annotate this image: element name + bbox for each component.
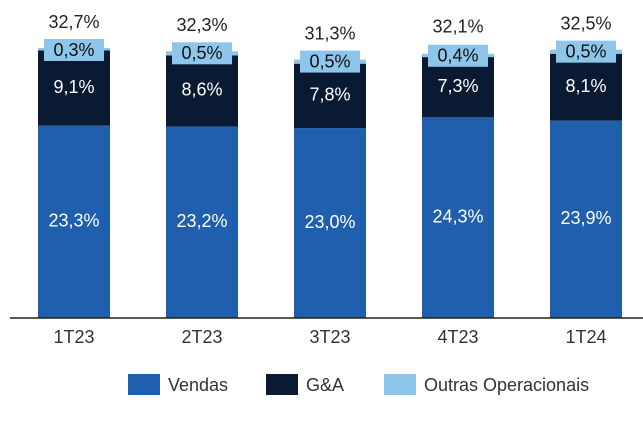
x-tick-label: 1T23 bbox=[53, 327, 94, 347]
bar-segment bbox=[294, 128, 366, 318]
x-tick-label: 4T23 bbox=[437, 327, 478, 347]
bar-segment bbox=[166, 55, 238, 127]
total-label: 32,1% bbox=[432, 17, 483, 37]
legend-label: G&A bbox=[306, 375, 344, 395]
x-tick-label: 1T24 bbox=[565, 327, 606, 347]
legend-swatch bbox=[384, 374, 416, 395]
x-tick-label: 3T23 bbox=[309, 327, 350, 347]
bar-segment bbox=[422, 117, 494, 319]
data-label: 8,1% bbox=[565, 76, 606, 96]
data-label: 23,0% bbox=[304, 212, 355, 232]
bar-segment bbox=[166, 126, 238, 318]
data-label: 0,4% bbox=[437, 46, 478, 66]
legend-label: Vendas bbox=[168, 375, 228, 395]
legend-swatch bbox=[128, 374, 160, 395]
data-label: 7,3% bbox=[437, 76, 478, 96]
data-label: 23,3% bbox=[48, 211, 99, 231]
bar-segment bbox=[422, 57, 494, 118]
data-label: 7,8% bbox=[309, 85, 350, 105]
data-label: 23,9% bbox=[560, 208, 611, 228]
data-label: 0,5% bbox=[565, 41, 606, 61]
total-label: 32,3% bbox=[176, 15, 227, 35]
data-label: 0,5% bbox=[181, 43, 222, 63]
label-box bbox=[44, 39, 104, 61]
legend-swatch bbox=[266, 374, 298, 395]
label-box bbox=[428, 44, 488, 67]
bar-segment bbox=[550, 53, 622, 121]
bar-segment bbox=[38, 50, 110, 126]
data-label: 9,1% bbox=[53, 77, 94, 97]
total-label: 31,3% bbox=[304, 23, 355, 43]
data-label: 8,6% bbox=[181, 80, 222, 100]
bar-segment bbox=[550, 120, 622, 318]
total-label: 32,5% bbox=[560, 13, 611, 33]
label-box bbox=[172, 42, 232, 65]
data-label: 23,2% bbox=[176, 211, 227, 231]
bar-segment bbox=[294, 63, 366, 129]
data-label: 0,5% bbox=[309, 51, 350, 71]
x-tick-label: 2T23 bbox=[181, 327, 222, 347]
bar-segment bbox=[38, 125, 110, 318]
total-label: 32,7% bbox=[48, 12, 99, 32]
data-label: 0,3% bbox=[53, 40, 94, 60]
label-box bbox=[300, 50, 360, 73]
data-label: 24,3% bbox=[432, 206, 483, 226]
legend-label: Outras Operacionais bbox=[424, 375, 589, 395]
label-box bbox=[556, 40, 616, 63]
